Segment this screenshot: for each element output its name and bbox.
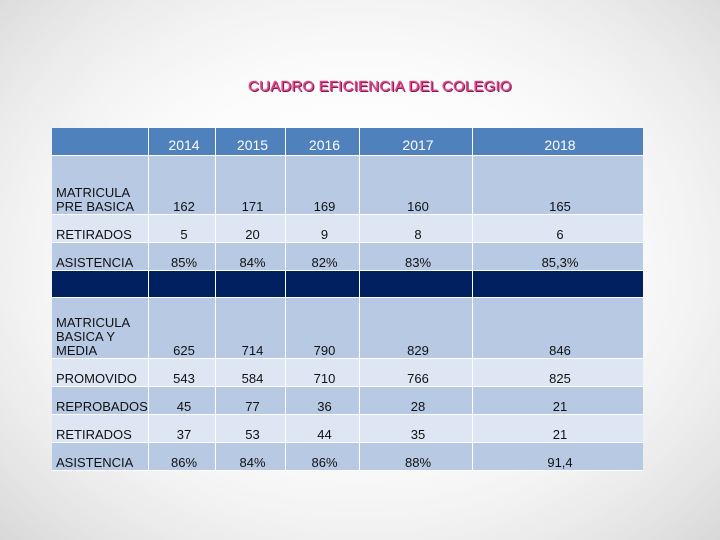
header-year-2018: 2018 <box>473 128 643 156</box>
cell-value: 825 <box>473 359 643 387</box>
header-year-2017: 2017 <box>360 128 473 156</box>
cell-value: 829 <box>360 298 473 359</box>
row-label: RETIRADOS <box>52 415 149 443</box>
cell-value: 790 <box>286 298 360 359</box>
cell-value: 9 <box>286 215 360 243</box>
header-year-2014: 2014 <box>149 128 216 156</box>
cell-value: 28 <box>360 387 473 415</box>
row-label: RETIRADOS <box>52 215 149 243</box>
row-label: ASISTENCIA <box>52 243 149 271</box>
cell-value: 21 <box>473 415 643 443</box>
table-header-row: 2014 2015 2016 2017 2018 <box>52 128 643 156</box>
cell-value: 86% <box>286 443 360 471</box>
separator-cell <box>149 271 216 298</box>
cell-value: 77 <box>216 387 286 415</box>
table-row: REPROBADOS 45 77 36 28 21 <box>52 387 643 415</box>
row-label: REPROBADOS <box>52 387 149 415</box>
table-row: RETIRADOS 37 53 44 35 21 <box>52 415 643 443</box>
cell-value: 162 <box>149 156 216 215</box>
cell-value: 85,3% <box>473 243 643 271</box>
cell-value: 584 <box>216 359 286 387</box>
cell-value: 91,4 <box>473 443 643 471</box>
cell-value: 165 <box>473 156 643 215</box>
cell-value: 766 <box>360 359 473 387</box>
row-label: MATRICULA BASICA Y MEDIA <box>52 298 149 359</box>
separator-cell <box>286 271 360 298</box>
table-row: MATRICULA PRE BASICA 162 171 169 160 165 <box>52 156 643 215</box>
table-row: ASISTENCIA 85% 84% 82% 83% 85,3% <box>52 243 643 271</box>
cell-value: 714 <box>216 298 286 359</box>
cell-value: 44 <box>286 415 360 443</box>
cell-value: 846 <box>473 298 643 359</box>
cell-value: 710 <box>286 359 360 387</box>
cell-value: 83% <box>360 243 473 271</box>
cell-value: 86% <box>149 443 216 471</box>
row-label: MATRICULA PRE BASICA <box>52 156 149 215</box>
cell-value: 6 <box>473 215 643 243</box>
page-title: CUADRO EFICIENCIA DEL COLEGIO <box>248 78 512 95</box>
cell-value: 160 <box>360 156 473 215</box>
table-row: RETIRADOS 5 20 9 8 6 <box>52 215 643 243</box>
header-cell-empty <box>52 128 149 156</box>
cell-value: 171 <box>216 156 286 215</box>
cell-value: 21 <box>473 387 643 415</box>
header-year-2015: 2015 <box>216 128 286 156</box>
cell-value: 543 <box>149 359 216 387</box>
table-row: PROMOVIDO 543 584 710 766 825 <box>52 359 643 387</box>
separator-cell <box>216 271 286 298</box>
cell-value: 45 <box>149 387 216 415</box>
cell-value: 169 <box>286 156 360 215</box>
cell-value: 82% <box>286 243 360 271</box>
separator-cell <box>360 271 473 298</box>
cell-value: 37 <box>149 415 216 443</box>
header-year-2016: 2016 <box>286 128 360 156</box>
cell-value: 84% <box>216 243 286 271</box>
cell-value: 84% <box>216 443 286 471</box>
cell-value: 625 <box>149 298 216 359</box>
separator-cell <box>473 271 643 298</box>
cell-value: 85% <box>149 243 216 271</box>
cell-value: 88% <box>360 443 473 471</box>
table-row: MATRICULA BASICA Y MEDIA 625 714 790 829… <box>52 298 643 359</box>
separator-cell <box>52 271 149 298</box>
cell-value: 36 <box>286 387 360 415</box>
table-row: ASISTENCIA 86% 84% 86% 88% 91,4 <box>52 443 643 471</box>
efficiency-table: 2014 2015 2016 2017 2018 MATRICULA PRE B… <box>52 128 643 471</box>
cell-value: 5 <box>149 215 216 243</box>
row-label: ASISTENCIA <box>52 443 149 471</box>
cell-value: 8 <box>360 215 473 243</box>
section-separator-row <box>52 271 643 298</box>
cell-value: 53 <box>216 415 286 443</box>
cell-value: 35 <box>360 415 473 443</box>
cell-value: 20 <box>216 215 286 243</box>
row-label: PROMOVIDO <box>52 359 149 387</box>
